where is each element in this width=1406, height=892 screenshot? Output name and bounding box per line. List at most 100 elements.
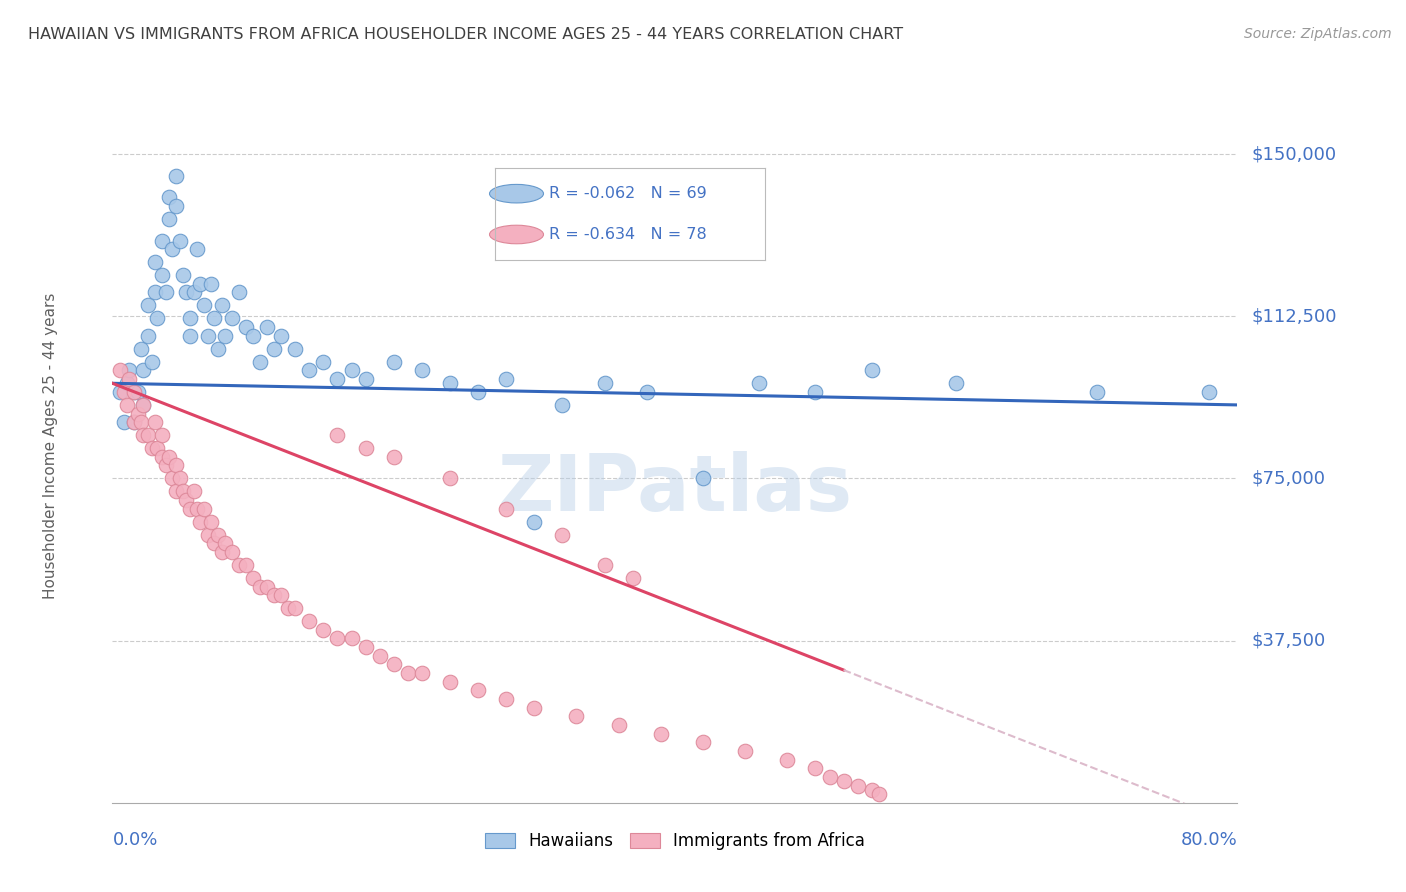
Point bbox=[312, 623, 335, 637]
Point bbox=[495, 501, 517, 516]
Text: 80.0%: 80.0% bbox=[1181, 831, 1237, 849]
Point bbox=[108, 363, 131, 377]
Point bbox=[202, 311, 225, 326]
Point bbox=[172, 484, 194, 499]
Point bbox=[221, 311, 243, 326]
Point bbox=[183, 484, 205, 499]
Point bbox=[495, 692, 517, 706]
Point bbox=[146, 441, 169, 455]
Point bbox=[860, 363, 883, 377]
Point bbox=[868, 787, 890, 801]
Point bbox=[354, 640, 377, 654]
Point bbox=[396, 666, 419, 681]
Point bbox=[249, 354, 271, 368]
Point bbox=[150, 268, 173, 282]
Circle shape bbox=[489, 185, 544, 203]
Point bbox=[1085, 384, 1108, 399]
Text: Source: ZipAtlas.com: Source: ZipAtlas.com bbox=[1244, 27, 1392, 41]
Point bbox=[143, 415, 166, 429]
Point bbox=[354, 372, 377, 386]
Point bbox=[411, 666, 433, 681]
Point bbox=[132, 398, 155, 412]
Point bbox=[228, 285, 250, 300]
Point bbox=[284, 601, 307, 615]
Point bbox=[551, 398, 574, 412]
Point bbox=[263, 588, 285, 602]
Point bbox=[1198, 384, 1220, 399]
Point bbox=[368, 648, 391, 663]
Point bbox=[270, 328, 292, 343]
Point bbox=[129, 415, 152, 429]
Point bbox=[523, 515, 546, 529]
Legend: Hawaiians, Immigrants from Africa: Hawaiians, Immigrants from Africa bbox=[477, 824, 873, 859]
Text: Householder Income Ages 25 - 44 years: Householder Income Ages 25 - 44 years bbox=[44, 293, 58, 599]
Point bbox=[214, 536, 236, 550]
Point bbox=[340, 363, 363, 377]
Point bbox=[270, 588, 292, 602]
Text: HAWAIIAN VS IMMIGRANTS FROM AFRICA HOUSEHOLDER INCOME AGES 25 - 44 YEARS CORRELA: HAWAIIAN VS IMMIGRANTS FROM AFRICA HOUSE… bbox=[28, 27, 903, 42]
Point bbox=[249, 580, 271, 594]
Point bbox=[312, 354, 335, 368]
Point bbox=[692, 471, 714, 485]
Point bbox=[174, 493, 197, 508]
Point bbox=[160, 471, 183, 485]
Point bbox=[122, 415, 145, 429]
Point bbox=[551, 527, 574, 541]
Point bbox=[242, 571, 264, 585]
Point bbox=[235, 320, 257, 334]
Point bbox=[188, 277, 211, 291]
Point bbox=[165, 169, 187, 183]
Point bbox=[439, 471, 461, 485]
Point bbox=[263, 342, 285, 356]
Point bbox=[207, 527, 229, 541]
Point bbox=[141, 441, 163, 455]
Point bbox=[108, 384, 131, 399]
Point bbox=[207, 342, 229, 356]
Text: ZIPatlas: ZIPatlas bbox=[498, 450, 852, 527]
Point bbox=[136, 328, 159, 343]
Point bbox=[467, 384, 489, 399]
Point bbox=[692, 735, 714, 749]
Point bbox=[411, 363, 433, 377]
Point bbox=[200, 277, 222, 291]
Point bbox=[214, 328, 236, 343]
Point bbox=[734, 744, 756, 758]
Point bbox=[776, 753, 799, 767]
Point bbox=[846, 779, 869, 793]
Point bbox=[804, 384, 827, 399]
Point bbox=[174, 285, 197, 300]
Point bbox=[155, 285, 177, 300]
Point bbox=[593, 376, 616, 391]
Point bbox=[256, 320, 278, 334]
Point bbox=[165, 458, 187, 473]
Point bbox=[439, 376, 461, 391]
Point bbox=[179, 328, 201, 343]
Point bbox=[160, 242, 183, 256]
Point bbox=[211, 545, 233, 559]
Point bbox=[122, 384, 145, 399]
Point bbox=[228, 558, 250, 572]
Point bbox=[340, 632, 363, 646]
Point bbox=[146, 311, 169, 326]
Point bbox=[188, 515, 211, 529]
Point bbox=[157, 211, 180, 226]
Point bbox=[165, 484, 187, 499]
Point bbox=[382, 657, 405, 672]
Point bbox=[127, 384, 149, 399]
Point bbox=[804, 761, 827, 775]
Point bbox=[748, 376, 770, 391]
Point bbox=[118, 372, 141, 386]
Point bbox=[197, 328, 219, 343]
Point bbox=[242, 328, 264, 343]
Point bbox=[197, 527, 219, 541]
Point bbox=[179, 311, 201, 326]
Point bbox=[326, 632, 349, 646]
Point bbox=[127, 407, 149, 421]
Text: R = -0.062   N = 69: R = -0.062 N = 69 bbox=[548, 186, 707, 202]
Point bbox=[382, 450, 405, 464]
Point bbox=[112, 415, 135, 429]
Point bbox=[118, 363, 141, 377]
Point bbox=[136, 298, 159, 312]
Point bbox=[495, 372, 517, 386]
Point bbox=[165, 199, 187, 213]
